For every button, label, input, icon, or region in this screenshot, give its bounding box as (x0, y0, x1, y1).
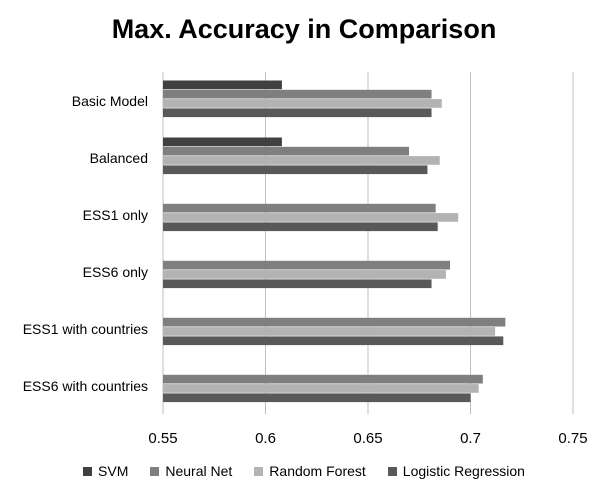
category-label: ESS6 with countries (23, 378, 148, 394)
bar (163, 222, 438, 232)
legend-swatch (254, 466, 264, 476)
x-tick-label: 0.6 (255, 430, 276, 447)
category-label: ESS6 only (83, 264, 148, 280)
legend-label: Neural Net (165, 463, 233, 479)
bar (163, 165, 428, 175)
bar (163, 327, 496, 336)
legend-label: SVM (98, 463, 129, 479)
x-tick-label: 0.55 (148, 430, 177, 447)
legend-swatch (83, 466, 93, 476)
bar (163, 384, 479, 393)
legend-item: Logistic Regression (387, 463, 525, 479)
category-label: Basic Model (72, 93, 148, 109)
bar (163, 393, 471, 403)
legend-item: Random Forest (254, 463, 366, 479)
bar (163, 374, 483, 384)
bar (163, 137, 282, 147)
x-tick-label: 0.65 (353, 430, 382, 447)
gridlines (162, 72, 574, 414)
bar (163, 279, 432, 289)
legend-item: Neural Net (150, 463, 232, 479)
category-label: ESS1 only (83, 207, 148, 223)
legend: SVM Neural Net Random Forest Logistic Regre… (0, 463, 608, 479)
bar (163, 108, 432, 118)
bar (163, 80, 282, 90)
labels: 0.55 0.6 0.65 0.7 0.75 Basic Model Balanced ESS… (23, 93, 588, 447)
legend-swatch (150, 466, 160, 476)
x-tick-label: 0.75 (558, 430, 587, 447)
bar (163, 270, 446, 279)
category-label: Balanced (90, 150, 148, 166)
legend-swatch (387, 466, 397, 476)
legend-item: SVM (83, 463, 128, 479)
legend-label: Random Forest (269, 463, 366, 479)
bar (163, 213, 459, 222)
bar (163, 203, 436, 213)
chart-title: Max. Accuracy in Comparison (111, 14, 497, 44)
category-label: ESS1 with countries (23, 321, 148, 337)
bar (163, 317, 506, 327)
bar (163, 146, 409, 156)
bar (163, 260, 450, 270)
legend-label: Logistic Regression (402, 463, 525, 479)
bars (163, 80, 506, 403)
bar (163, 89, 432, 99)
bar (163, 156, 440, 165)
bar (163, 99, 442, 108)
x-tick-label: 0.7 (460, 430, 481, 447)
bar (163, 336, 504, 346)
